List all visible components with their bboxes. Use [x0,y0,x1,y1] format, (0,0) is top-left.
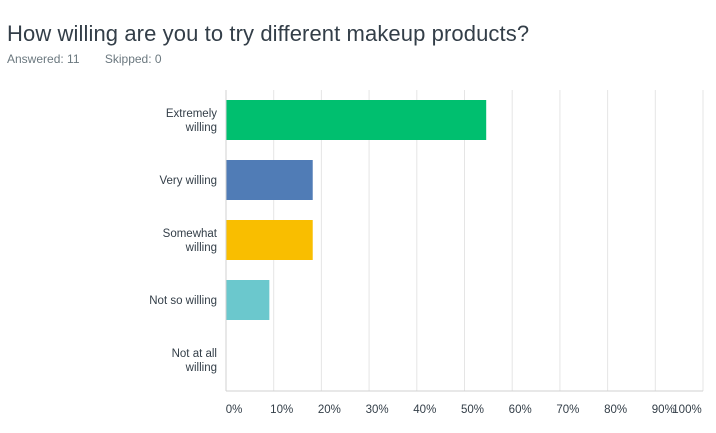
x-tick-label: 10% [270,404,293,416]
bar [226,100,487,140]
category-label: Not at all willing [172,348,217,374]
x-tick-label: 30% [366,404,389,416]
tick-labels: 0% 10% 20% 30% 40% 50% 60% 70% 80% 90%100% [226,404,702,416]
answered-count: Answered: 11 [7,52,80,66]
category-labels: Extremely willing Very willing Somewhat will… [149,108,218,374]
x-tick-label: 0% [226,404,243,416]
x-tick-label: 40% [413,404,436,416]
axis [225,90,703,392]
category-label: Extremely willing [166,108,217,134]
response-stats: Answered: 11 Skipped: 0 [7,52,184,66]
bar [226,160,313,200]
skipped-count: Skipped: 0 [104,52,162,66]
x-tick-label: 50% [461,404,484,416]
bar [226,220,313,260]
category-label: Somewhat willing [163,228,218,254]
x-tick-label: 90% [652,404,675,416]
question-title: How willing are you to try different mak… [7,20,530,46]
x-tick-label: 70% [556,404,579,416]
x-tick-label: 60% [509,404,532,416]
gridlines [273,90,704,391]
category-label: Very willing [159,175,217,187]
bars [226,100,487,320]
x-tick-label: 100% [672,404,701,416]
bar [226,280,270,320]
x-tick-label: 80% [604,404,627,416]
category-label: Not so willing [149,295,217,307]
x-tick-label: 20% [318,404,341,416]
